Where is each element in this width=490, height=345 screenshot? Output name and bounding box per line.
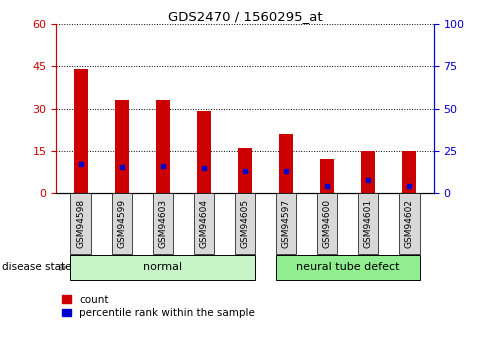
Text: GSM94601: GSM94601 [364,199,372,248]
Text: disease state: disease state [2,263,72,272]
Text: GSM94598: GSM94598 [76,199,85,248]
Bar [238,148,252,193]
Text: GSM94597: GSM94597 [282,199,291,248]
FancyBboxPatch shape [358,193,378,254]
Bar [115,100,129,193]
Text: GSM94600: GSM94600 [322,199,332,248]
Legend: count, percentile rank within the sample: count, percentile rank within the sample [62,295,255,318]
FancyBboxPatch shape [194,193,215,254]
Text: normal: normal [144,263,183,272]
Bar [402,151,416,193]
FancyBboxPatch shape [398,193,419,254]
Bar [156,100,170,193]
FancyBboxPatch shape [71,193,92,254]
FancyBboxPatch shape [235,193,255,254]
FancyBboxPatch shape [275,255,419,280]
Bar [320,159,334,193]
Text: neural tube defect: neural tube defect [296,263,399,272]
Bar [197,111,211,193]
Text: GSM94602: GSM94602 [405,199,414,248]
Bar [361,151,375,193]
Text: GSM94604: GSM94604 [199,199,208,248]
FancyBboxPatch shape [71,255,255,280]
Bar [74,69,88,193]
FancyBboxPatch shape [275,193,296,254]
Text: GSM94603: GSM94603 [158,199,168,248]
Text: GSM94605: GSM94605 [241,199,249,248]
Bar [279,134,293,193]
FancyBboxPatch shape [152,193,173,254]
Title: GDS2470 / 1560295_at: GDS2470 / 1560295_at [168,10,322,23]
FancyBboxPatch shape [317,193,338,254]
Text: GSM94599: GSM94599 [118,199,126,248]
FancyBboxPatch shape [112,193,132,254]
